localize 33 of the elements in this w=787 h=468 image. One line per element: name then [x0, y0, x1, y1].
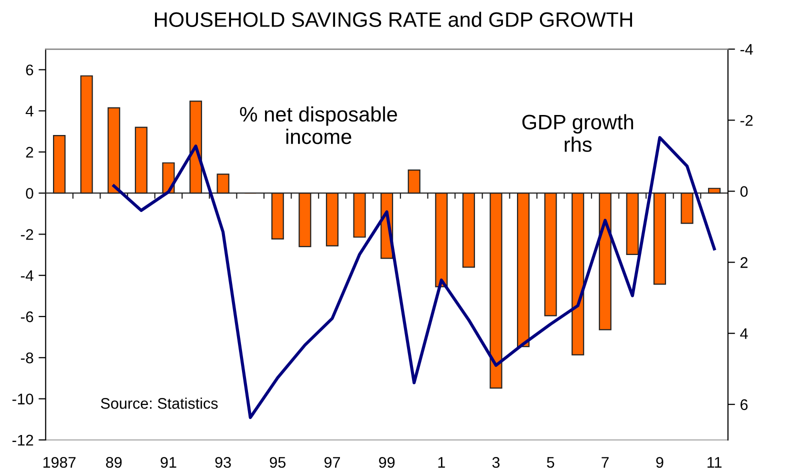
y-tick-label: 4 [26, 106, 34, 116]
y-tick-label: -10 [12, 394, 34, 404]
y2-tick-label: 6 [740, 399, 748, 410]
x-tick-label: 95 [270, 456, 286, 468]
chart-title: HOUSEHOLD SAVINGS RATE and GDP GROWTH [154, 12, 632, 28]
x-tick-label: 3 [492, 456, 500, 468]
y-tick-label: 6 [26, 64, 34, 76]
x-tick-label: 99 [379, 456, 395, 468]
x-tick-label: 97 [324, 456, 340, 468]
y-tick-label: -12 [12, 434, 34, 446]
y-tick-label: -8 [20, 352, 34, 364]
x-tick-label: 5 [546, 457, 554, 468]
x-tick-label: 11 [708, 457, 722, 468]
annotation: % net disposable income [240, 106, 397, 144]
y2-tick-label: -4 [740, 44, 753, 55]
annotation: Source: Statistics [100, 398, 218, 409]
y-tick-label: -2 [20, 229, 34, 240]
annotation: GDP growth rhs [522, 114, 634, 152]
y-tick-label: 0 [26, 188, 34, 199]
x-tick-label: 93 [215, 456, 231, 468]
y2-tick-label: 2 [740, 257, 748, 268]
y2-tick-label: 0 [740, 186, 748, 197]
x-tick-label: 91 [160, 456, 176, 468]
x-tick-label: 7 [602, 457, 609, 468]
y2-tick-label: -2 [740, 115, 753, 126]
x-tick-label: 89 [106, 456, 122, 468]
x-tick-label: 9 [656, 456, 664, 468]
x-tick-label: 1 [438, 457, 445, 468]
x-tick-label: 1987 [43, 456, 76, 468]
y-tick-label: -4 [20, 270, 34, 281]
y-tick-label: -6 [20, 311, 34, 322]
y2-tick-label: 4 [740, 328, 748, 339]
y-tick-label: 2 [26, 146, 34, 158]
